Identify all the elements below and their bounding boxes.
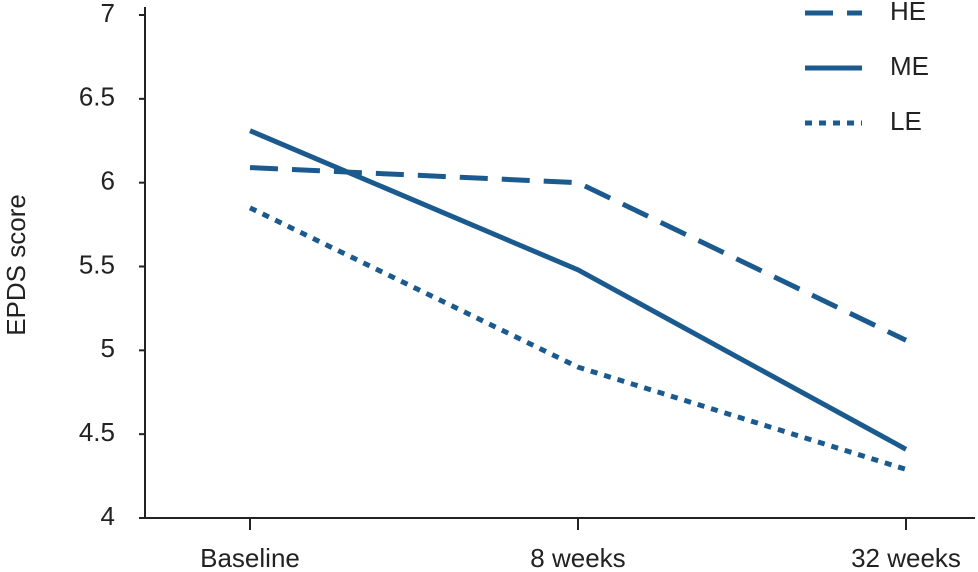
series-line: [248, 205, 907, 472]
y-tick-label: 4: [101, 501, 115, 531]
y-tick-label: 6.5: [79, 82, 115, 112]
legend-label: ME: [890, 51, 929, 81]
y-tick-label: 4.5: [79, 417, 115, 447]
y-axis-label: EPDS score: [1, 194, 31, 336]
series-line: [249, 165, 908, 343]
series-line: [249, 128, 908, 452]
x-tick-label: Baseline: [200, 543, 300, 572]
y-tick-label: 6: [101, 166, 115, 196]
y-tick-label: 5: [101, 333, 115, 363]
y-tick-label: 5.5: [79, 249, 115, 279]
x-tick-label: 8 weeks: [530, 543, 625, 572]
x-tick-label: 32 weeks: [851, 543, 961, 572]
y-tick-label: 7: [101, 0, 115, 28]
legend-label: LE: [890, 106, 922, 136]
legend-label: HE: [890, 0, 926, 26]
